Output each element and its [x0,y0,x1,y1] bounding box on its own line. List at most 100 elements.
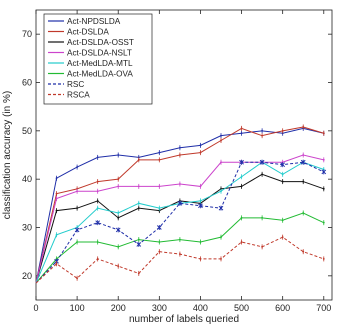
data-point [302,154,305,156]
data-point [302,126,305,128]
x-tick-label: 700 [316,303,331,313]
data-point [96,207,99,210]
legend-label: Act-DSLDA-NSLT [67,49,132,58]
data-point [178,146,181,149]
y-tick-label: 40 [22,174,32,184]
data-point [259,159,265,165]
data-point [240,175,243,178]
data-point [137,185,140,188]
data-point [199,241,202,243]
y-tick-label: 20 [22,271,32,281]
data-point [177,200,183,206]
data-point [117,212,120,214]
legend-item: Act-DSLDA-OSST [48,38,134,47]
x-tick-label: 300 [152,303,167,313]
y-axis-label: classification accuracy (in %) [2,91,13,219]
data-point [240,132,243,135]
data-point [321,169,327,175]
data-point [96,258,99,260]
data-point [322,221,325,224]
x-tick-label: 0 [33,303,38,313]
legend-label: Act-DSLDA [67,28,109,37]
data-point [96,241,99,243]
data-point [220,134,222,137]
data-point [76,166,79,168]
data-point [281,219,284,222]
y-tick-label: 70 [22,29,32,39]
data-point [220,161,222,164]
data-point [322,187,325,190]
y-tick-label: 30 [22,223,32,233]
data-point [55,192,58,195]
legend-item: RSC [48,80,84,89]
x-tick-label: 100 [70,303,85,313]
series-act-dslda [35,124,325,284]
legend-label: RSCA [67,91,90,100]
data-point [261,216,264,219]
data-point [156,225,162,230]
data-point [261,173,264,176]
data-point [137,238,140,241]
data-point [198,203,203,209]
x-axis-label: number of labels queried [129,314,239,324]
data-point [178,253,181,255]
data-point [220,236,222,239]
y-tick-label: 60 [22,78,32,88]
legend-item: Act-MedLDA-MTL [48,59,133,68]
data-point [178,154,181,156]
data-point [76,207,79,210]
data-point [240,127,243,130]
legend-item: RSCA [48,91,90,100]
data-point [199,185,202,188]
legend-label: Act-MedLDA-OVA [67,70,133,79]
data-point [96,200,99,202]
data-point [136,242,142,247]
data-point [199,151,202,154]
data-point [76,241,79,243]
legend-label: RSC [67,80,84,89]
data-point [302,212,305,214]
data-point [199,258,202,260]
legend-item: Act-NPDSLDA [48,17,121,26]
plot-area: 0 100 200 300 400 500 600 700 20 30 40 50 60 70 [22,9,333,313]
data-point [117,265,120,268]
data-point [74,227,80,233]
legend-label: Act-MedLDA-MTL [67,59,133,68]
data-point [117,154,120,156]
data-point [281,173,284,176]
legend-item: Act-DSLDA-NSLT [48,49,132,58]
data-point [117,245,120,248]
data-point [55,209,58,212]
x-tick-label: 400 [193,303,208,313]
data-point [158,151,161,154]
data-point [158,158,161,161]
data-point [220,139,222,142]
data-point [137,207,140,210]
data-point [322,158,325,161]
x-tick-label: 500 [234,303,249,313]
data-point [261,245,264,248]
series-act-medlda-ova [35,210,325,284]
data-point [55,177,58,180]
data-point [178,183,181,185]
data-point [96,156,99,159]
data-point [261,129,264,132]
data-point [96,190,99,193]
data-point [137,272,140,275]
data-point [322,258,325,260]
data-point [239,159,244,165]
series-line [35,161,324,284]
data-point [55,233,58,236]
data-point [199,144,202,147]
data-point [137,202,140,205]
plot-frame [35,9,333,301]
data-point [117,216,120,219]
data-point [281,129,284,132]
series-rsca [35,234,325,284]
data-point [115,227,121,233]
data-point [302,250,305,253]
x-tick-label: 200 [111,303,126,313]
data-point [240,241,243,243]
data-point [199,200,202,202]
